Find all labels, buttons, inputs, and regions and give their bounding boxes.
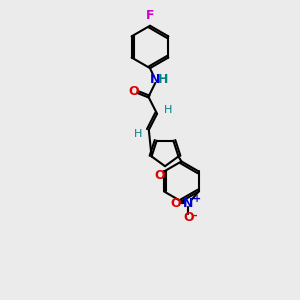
Text: H: H <box>134 128 142 139</box>
Text: O: O <box>183 211 194 224</box>
Text: H: H <box>158 73 169 86</box>
Text: O: O <box>154 169 165 182</box>
Text: F: F <box>146 9 154 22</box>
Text: H: H <box>164 105 172 115</box>
Text: N: N <box>183 197 194 210</box>
Text: O: O <box>128 85 139 98</box>
Text: +: + <box>193 194 201 203</box>
Text: N: N <box>150 73 160 86</box>
Text: O: O <box>171 197 182 210</box>
Text: -: - <box>193 211 197 221</box>
